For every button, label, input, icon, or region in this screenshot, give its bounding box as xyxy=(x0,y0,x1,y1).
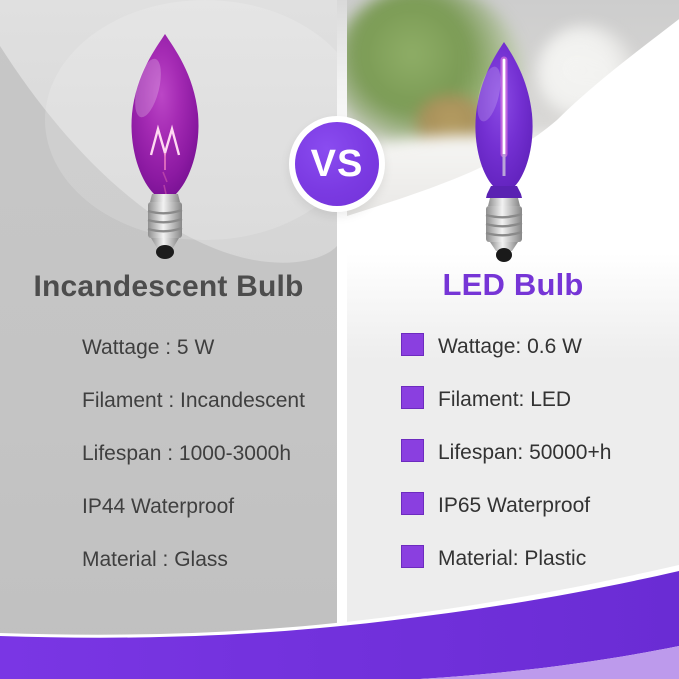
spec-row: Wattage : 5 W xyxy=(82,336,305,389)
spec-text: IP65 Waterproof xyxy=(438,494,591,517)
spec-text: Lifespan : 1000-3000h xyxy=(82,442,292,465)
bullet-square-icon xyxy=(401,545,424,568)
bullet-square-icon xyxy=(401,492,424,515)
spec-row: Wattage: 0.6 W xyxy=(401,333,611,386)
bullet-square-icon xyxy=(401,386,424,409)
spec-text: IP44 Waterproof xyxy=(82,495,235,518)
spec-row: Lifespan : 1000-3000h xyxy=(82,442,305,495)
incandescent-bulb-image xyxy=(131,34,199,259)
vs-circle-icon: VS xyxy=(295,122,379,206)
panel-divider xyxy=(337,0,347,679)
spec-row: Filament : Incandescent xyxy=(82,389,305,442)
incandescent-title: Incandescent Bulb xyxy=(33,270,304,303)
spec-row: Material: Plastic xyxy=(401,545,611,598)
spec-text: Lifespan: 50000+h xyxy=(438,441,612,464)
vs-label: VS xyxy=(310,142,364,185)
bullet-square-icon xyxy=(401,333,424,356)
led-bulb-image xyxy=(475,42,533,262)
spec-text: Wattage : 5 W xyxy=(82,336,215,359)
spec-row: IP44 Waterproof xyxy=(82,495,305,548)
spec-row: Material : Glass xyxy=(82,548,305,601)
bottom-wave xyxy=(0,565,679,679)
spec-row: Lifespan: 50000+h xyxy=(401,439,611,492)
incandescent-spec-list: Wattage : 5 W Filament : Incandescent Li… xyxy=(82,336,305,601)
spec-text: Wattage: 0.6 W xyxy=(438,335,582,358)
spec-text: Filament: LED xyxy=(438,388,572,411)
spec-text: Material: Plastic xyxy=(438,547,587,570)
spec-row: Filament: LED xyxy=(401,386,611,439)
led-title: LED Bulb xyxy=(442,267,584,302)
bullet-square-icon xyxy=(401,439,424,462)
spec-row: IP65 Waterproof xyxy=(401,492,611,545)
vs-badge: VS xyxy=(289,116,385,212)
spec-text: Filament : Incandescent xyxy=(82,389,305,412)
led-spec-list: Wattage: 0.6 W Filament: LED Lifespan: 5… xyxy=(401,333,611,598)
spec-text: Material : Glass xyxy=(82,548,228,571)
